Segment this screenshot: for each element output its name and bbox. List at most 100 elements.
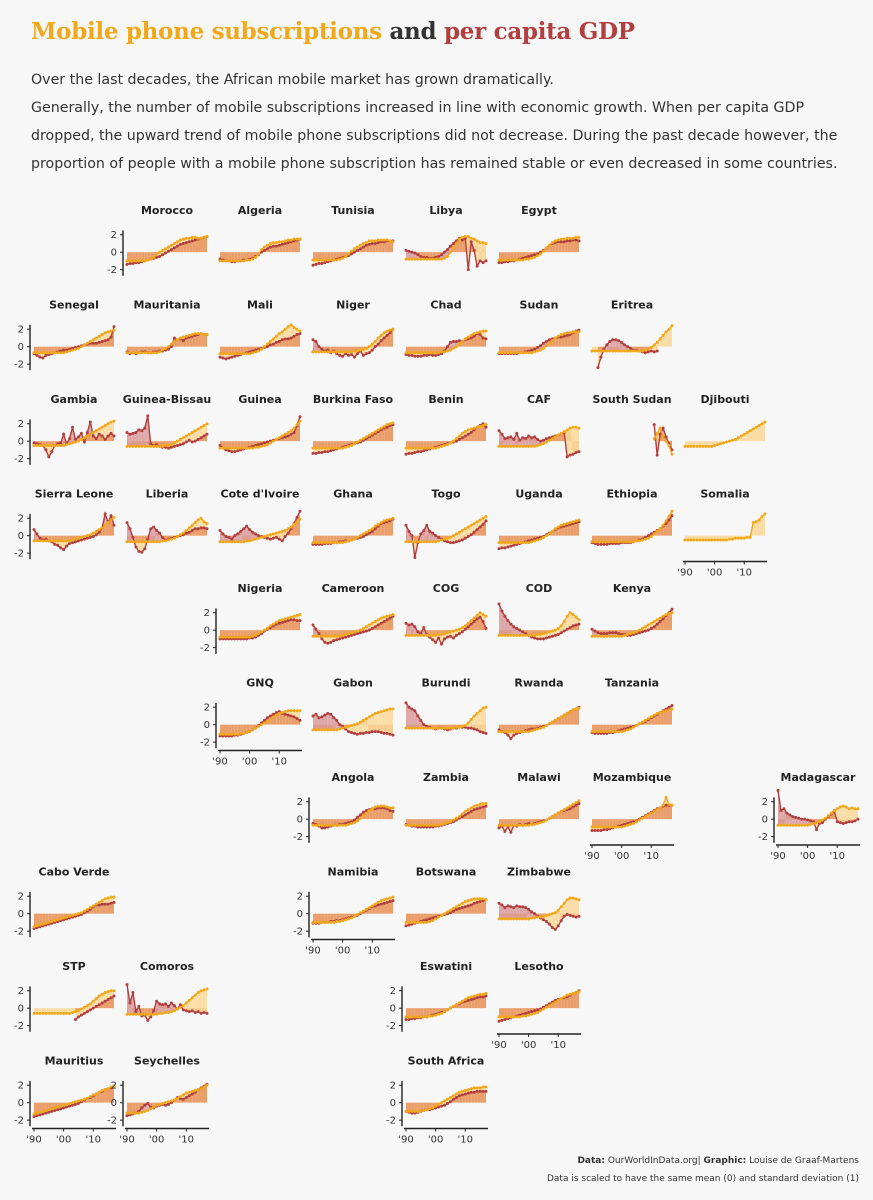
point-gdp-cod	[559, 631, 563, 635]
point-mobile-morocco	[172, 241, 176, 245]
point-mobile-mozambique	[637, 818, 641, 822]
point-gdp-algeria	[280, 242, 284, 246]
fill-gap-gabon	[387, 708, 391, 735]
point-gdp-cod	[506, 619, 510, 623]
fill-base-sierra-leone	[66, 535, 70, 541]
point-gdp-zambia	[484, 804, 488, 808]
point-mobile-cabo-verde	[94, 902, 98, 906]
point-mobile-mauritania	[128, 351, 132, 355]
point-gdp-cameroon	[364, 629, 368, 633]
point-mobile-cameroon	[391, 612, 395, 616]
fill-gap-caf	[573, 427, 577, 455]
fill-gap-eritrea	[612, 339, 616, 352]
point-mobile-liberia	[205, 521, 209, 525]
point-mobile-mauritania	[134, 351, 138, 355]
point-gdp-ghana	[370, 529, 374, 533]
fill-base-egypt	[499, 252, 502, 261]
point-mobile-mozambique	[617, 825, 621, 829]
point-gdp-cog	[410, 622, 414, 626]
point-gdp-gambia	[44, 448, 48, 452]
point-gdp-guinea-bissau	[205, 432, 209, 436]
point-gdp-eritrea	[652, 350, 656, 354]
point-mobile-uganda	[515, 541, 519, 545]
point-gdp-benin	[419, 450, 423, 454]
point-mobile-madagascar	[856, 807, 860, 811]
point-gdp-mali	[283, 337, 287, 341]
point-mobile-mali	[245, 352, 249, 356]
fill-base-mauritania	[147, 346, 151, 353]
point-mobile-ghana	[347, 539, 351, 543]
point-gdp-angola	[358, 813, 362, 817]
point-gdp-gnq	[295, 717, 299, 721]
point-gdp-cote-d-ivoire	[257, 534, 261, 538]
point-gdp-guinea	[286, 434, 290, 438]
fill-base-sudan	[573, 331, 577, 347]
point-gdp-niger	[314, 339, 318, 343]
point-mobile-gambia	[32, 444, 36, 448]
fill-base-benin	[480, 425, 484, 442]
point-gdp-burkina-faso	[320, 451, 324, 455]
point-mobile-somalia	[692, 538, 696, 542]
point-gdp-chad	[431, 353, 435, 357]
point-mobile-gambia	[112, 419, 116, 423]
point-mobile-chad	[431, 351, 435, 355]
title-and: and	[389, 18, 437, 45]
point-gdp-south-sudan	[664, 435, 668, 439]
point-gdp-cog	[463, 627, 467, 631]
point-gdp-madagascar	[841, 822, 845, 826]
point-gdp-cameroon	[335, 638, 339, 642]
point-mobile-cod	[503, 633, 507, 637]
point-gdp-niger	[364, 352, 368, 356]
point-mobile-chad	[475, 331, 479, 335]
point-mobile-caf	[509, 444, 513, 448]
fill-mobile-djibouti	[750, 428, 754, 442]
point-gdp-sierra-leone	[56, 543, 60, 547]
point-mobile-tunisia	[332, 258, 336, 262]
point-mobile-burkina-faso	[341, 446, 345, 450]
fill-base-morocco	[129, 252, 133, 261]
point-mobile-angola	[376, 804, 380, 808]
panel-eritrea: Eritrea	[590, 299, 674, 370]
point-gdp-madagascar	[815, 828, 819, 832]
point-gdp-mali	[227, 356, 231, 360]
point-mobile-chad	[478, 330, 482, 334]
panel-zambia: Zambia	[404, 771, 488, 829]
point-mobile-morocco	[155, 253, 159, 257]
point-mobile-sierra-leone	[68, 539, 72, 543]
point-mobile-libya	[443, 256, 447, 260]
point-gdp-angola	[355, 815, 359, 819]
point-gdp-burkina-faso	[329, 449, 333, 453]
point-mobile-mozambique	[667, 802, 671, 806]
point-gdp-cod	[500, 609, 504, 613]
fill-mobile-djibouti	[708, 441, 712, 447]
point-mobile-ghana	[382, 519, 386, 523]
fill-gap-guinea-bissau	[198, 427, 202, 440]
fill-base-sudan	[516, 346, 520, 353]
fill-base-burkina-faso	[330, 441, 334, 449]
point-gdp-chad	[448, 340, 452, 344]
point-gdp-malawi	[574, 803, 578, 807]
point-gdp-madagascar	[820, 821, 824, 825]
point-mobile-cog	[416, 633, 420, 637]
point-mobile-niger	[361, 347, 365, 351]
point-mobile-gambia	[76, 439, 80, 443]
point-mobile-somalia	[745, 535, 749, 539]
point-mobile-libya	[425, 257, 429, 261]
point-mobile-caf	[530, 444, 534, 448]
point-mobile-kenya	[623, 633, 627, 637]
point-mobile-sudan	[521, 351, 525, 355]
point-mobile-guinea-bissau	[205, 422, 209, 426]
point-mobile-sudan	[497, 351, 501, 355]
point-mobile-gabon	[361, 718, 365, 722]
point-gdp-cod	[556, 633, 560, 637]
point-mobile-chad	[469, 333, 473, 337]
point-gdp-gabon	[358, 731, 362, 735]
point-gdp-libya	[475, 264, 479, 268]
point-mobile-cod	[527, 633, 531, 637]
point-mobile-gabon	[364, 717, 368, 721]
point-gdp-egypt	[574, 238, 578, 242]
point-mobile-nigeria	[227, 635, 231, 639]
point-mobile-libya	[454, 241, 458, 245]
point-gdp-tunisia	[355, 248, 359, 252]
point-mobile-burundi	[457, 725, 461, 729]
